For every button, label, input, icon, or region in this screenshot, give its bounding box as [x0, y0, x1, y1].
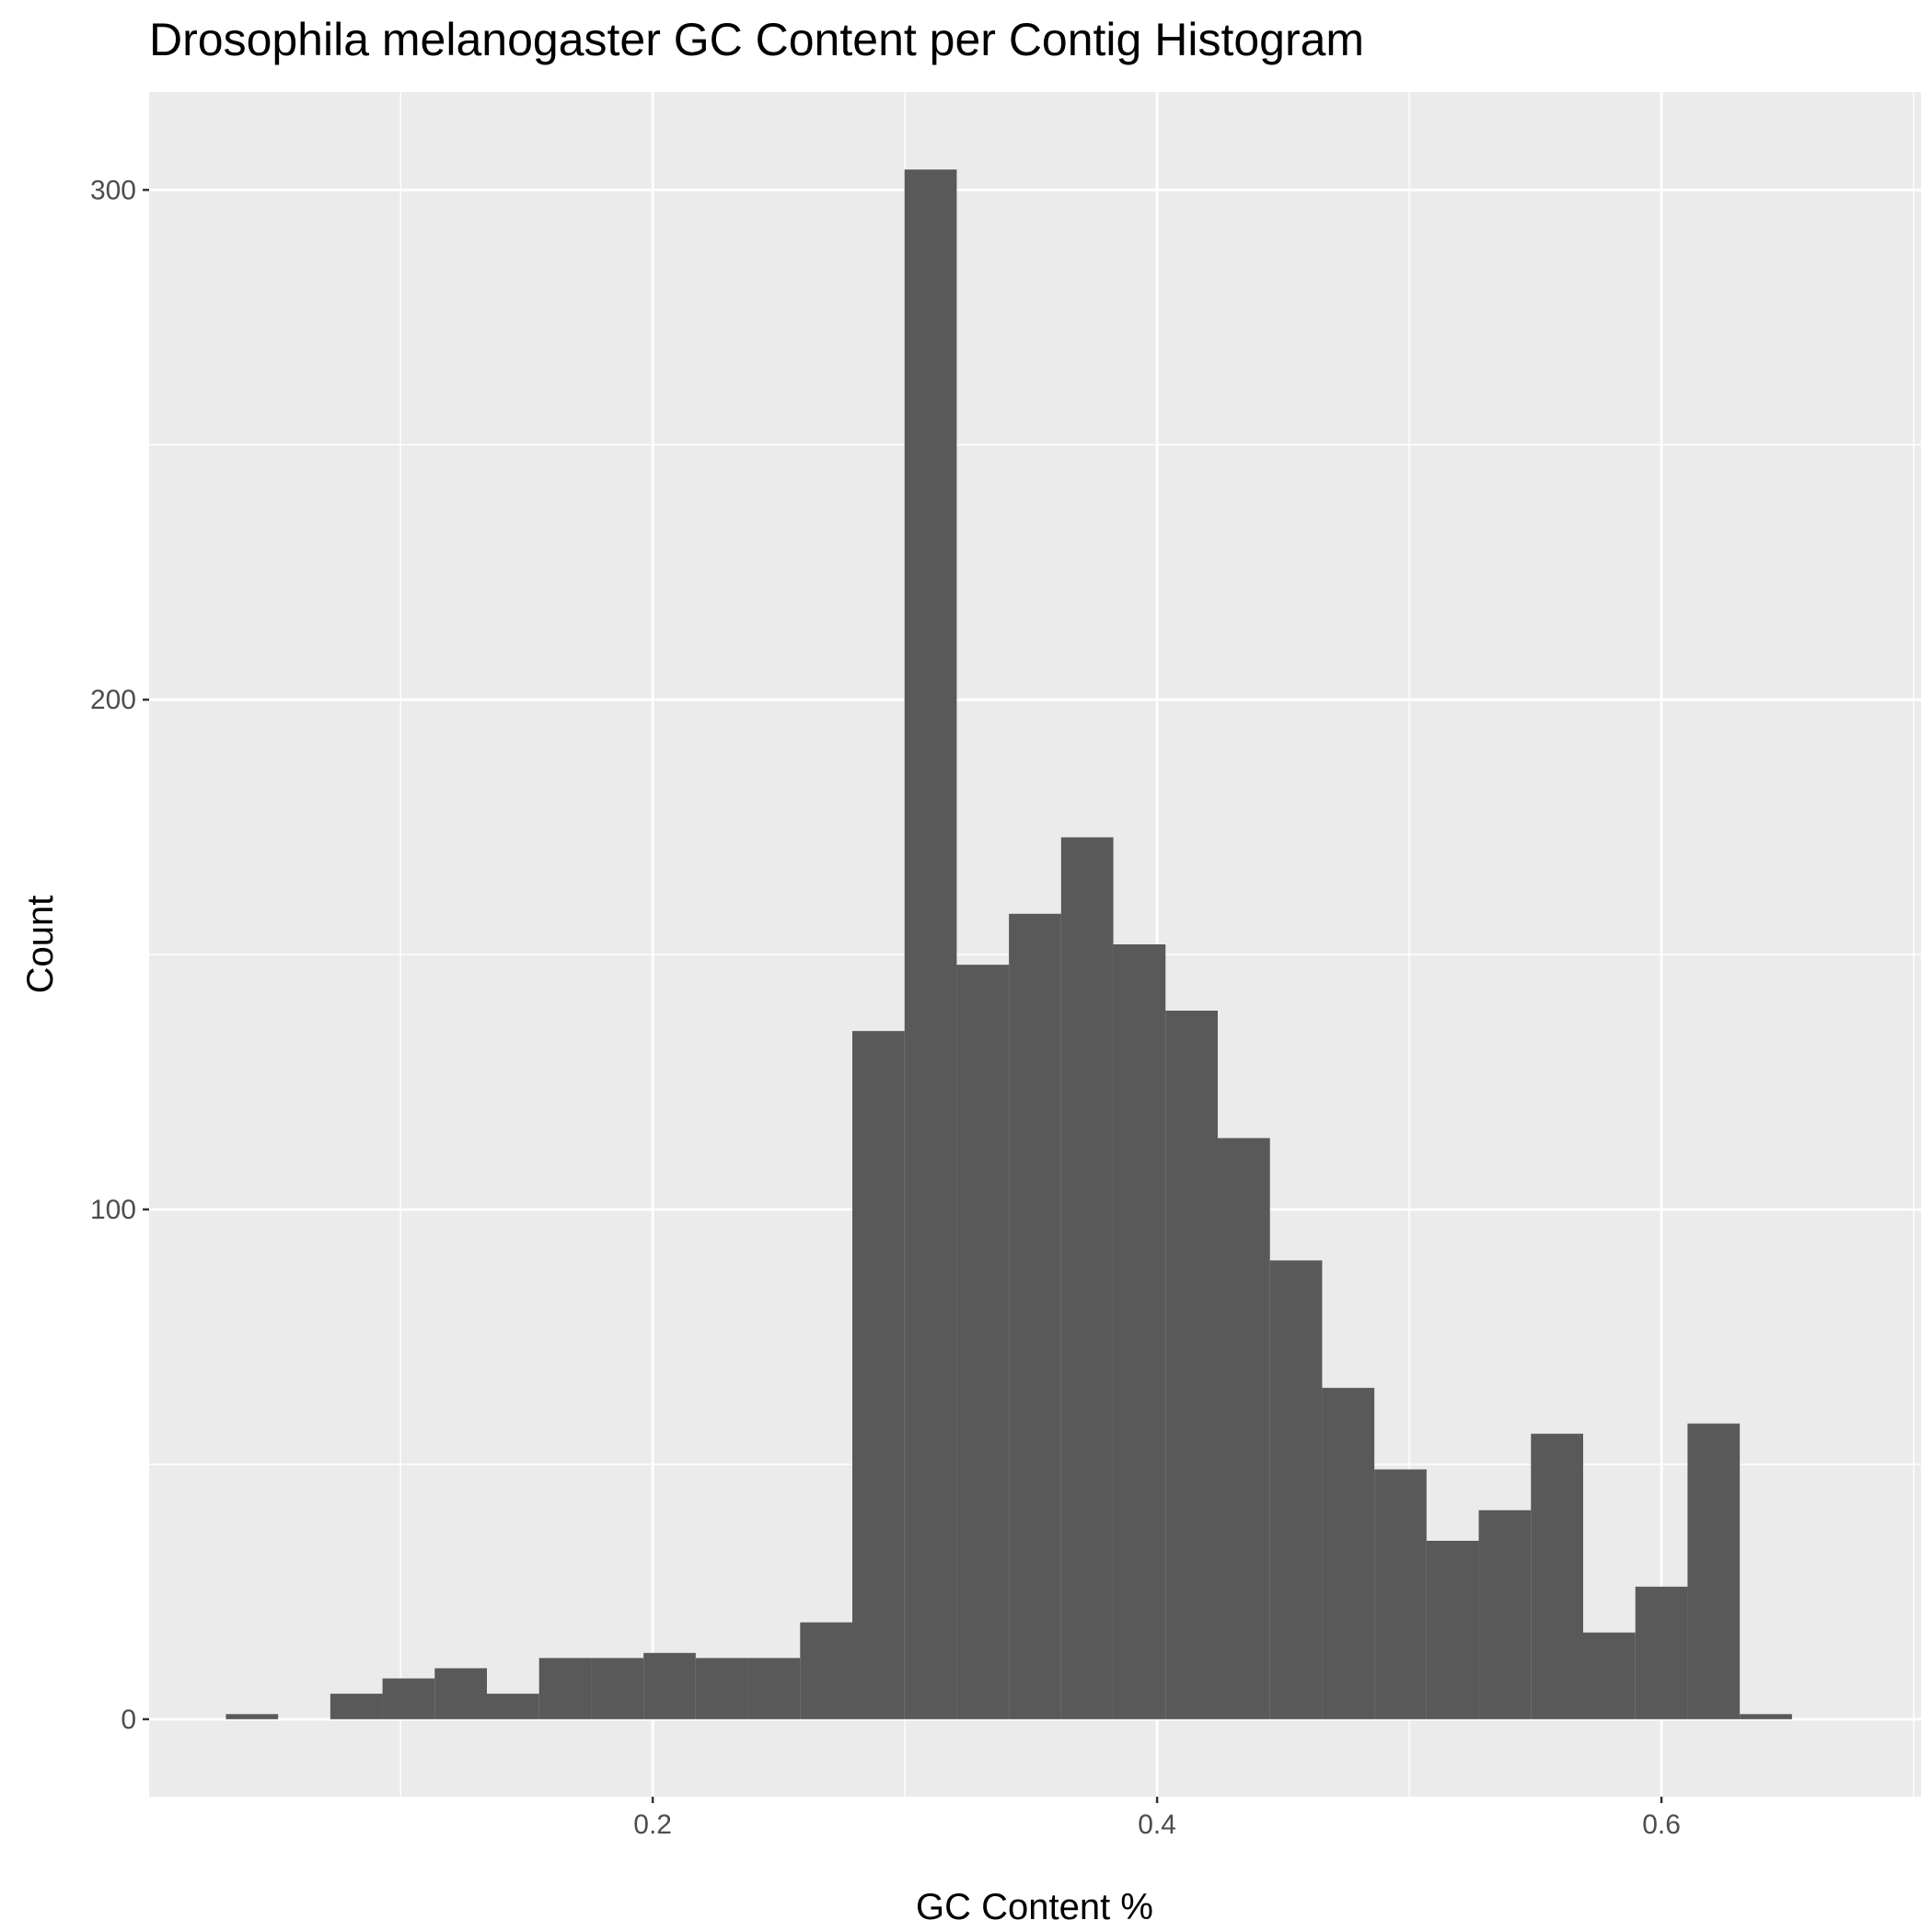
histogram-bar — [1687, 1423, 1741, 1719]
histogram-bar — [1426, 1540, 1479, 1719]
histogram-bar — [1060, 837, 1114, 1719]
histogram-bar — [1218, 1138, 1270, 1719]
x-tick-label: 0.2 — [633, 1810, 672, 1840]
y-axis-title: Count — [20, 896, 61, 994]
histogram-bar — [851, 1031, 905, 1719]
histogram-bar — [382, 1678, 435, 1719]
histogram-bar — [226, 1714, 279, 1719]
histogram-bar — [1165, 1010, 1219, 1719]
histogram-bar — [956, 965, 1010, 1719]
histogram-bar — [1740, 1714, 1792, 1719]
histogram-bar — [800, 1622, 852, 1719]
chart-title: Drosophila melanogaster GC Content per C… — [149, 14, 1364, 65]
histogram-bar — [695, 1658, 748, 1719]
histogram-bars — [226, 169, 1792, 1719]
histogram-bar — [1009, 913, 1061, 1719]
histogram-bar — [1531, 1433, 1584, 1719]
y-tick-label: 0 — [121, 1705, 136, 1735]
histogram-bar — [1478, 1510, 1532, 1719]
histogram-bar — [1113, 944, 1166, 1719]
histogram-bar — [486, 1694, 539, 1719]
histogram-bar — [747, 1658, 801, 1719]
histogram-bar — [591, 1658, 644, 1719]
x-tick-label: 0.6 — [1642, 1810, 1681, 1840]
y-tick-label: 200 — [90, 685, 136, 715]
histogram-bar — [434, 1668, 487, 1719]
histogram-bar — [1322, 1387, 1375, 1719]
histogram-bar — [1635, 1586, 1688, 1719]
y-tick-label: 300 — [90, 175, 136, 205]
histogram-bar — [1374, 1469, 1427, 1719]
histogram-bar — [1269, 1260, 1323, 1719]
axes: 0 100 200 300 0.2 0.4 0.6 — [90, 175, 1681, 1840]
histogram-bar — [330, 1694, 383, 1719]
histogram-bar — [538, 1658, 592, 1719]
x-tick-label: 0.4 — [1138, 1810, 1176, 1840]
histogram-bar — [1583, 1632, 1636, 1719]
histogram-bar — [904, 169, 957, 1719]
x-axis-title: GC Content % — [916, 1887, 1153, 1927]
y-tick-label: 100 — [90, 1195, 136, 1225]
histogram-bar — [643, 1652, 696, 1719]
